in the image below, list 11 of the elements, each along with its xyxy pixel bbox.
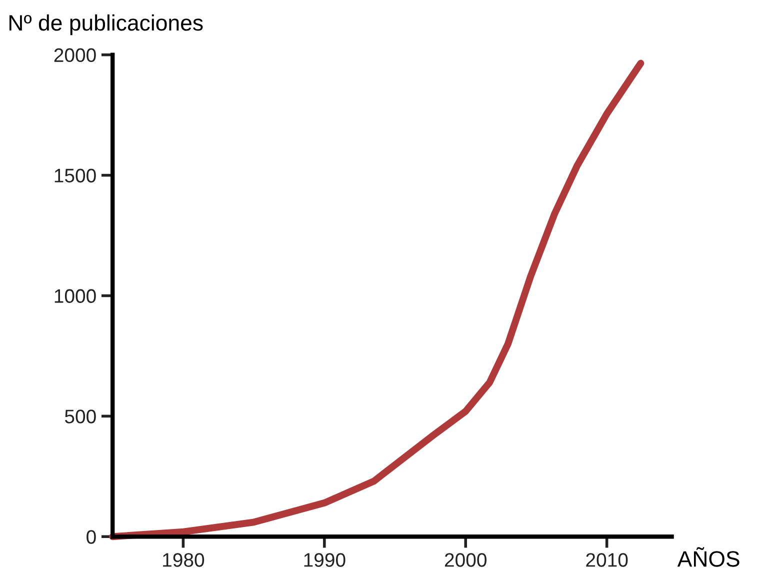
x-tick-label: 2000 [444,553,486,567]
x-tick-label: 1990 [304,553,346,567]
x-axis-title: AÑOS [677,547,740,567]
y-tick-label: 2000 [54,48,96,62]
x-tick-label: 2010 [586,553,628,567]
y-tick-label: 500 [64,410,96,424]
y-tick-label: 1000 [54,289,96,303]
y-axis-title: Nº de publicaciones [9,14,203,36]
y-tick-label: 1500 [54,168,96,182]
x-tick-label: 1980 [163,553,204,567]
y-tick-label: 0 [86,530,96,544]
